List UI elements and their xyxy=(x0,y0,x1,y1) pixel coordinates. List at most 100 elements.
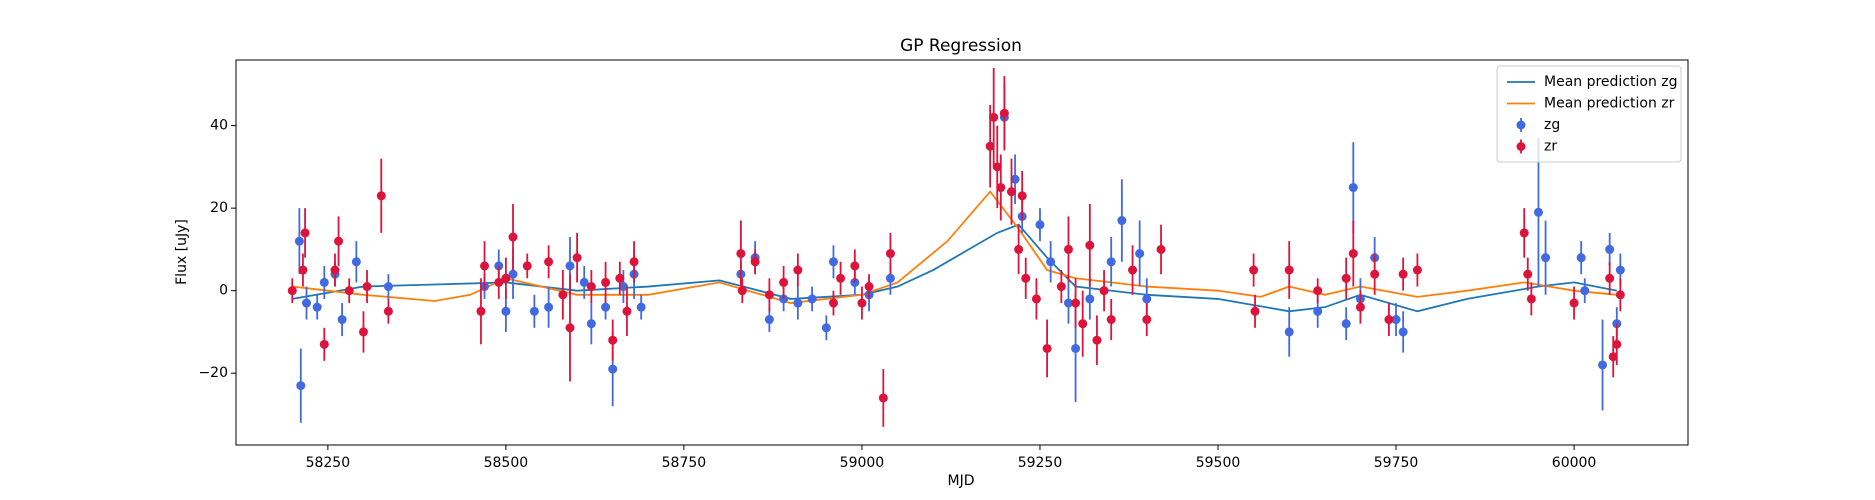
data-point xyxy=(1099,286,1109,296)
data-point xyxy=(476,306,486,316)
data-point xyxy=(1341,319,1351,329)
data-point xyxy=(779,277,789,287)
data-point xyxy=(1615,265,1625,275)
data-point xyxy=(1071,298,1081,308)
x-tick-label: 59000 xyxy=(840,455,885,471)
legend-box xyxy=(1496,65,1682,163)
data-point xyxy=(362,282,372,292)
data-point xyxy=(992,162,1002,172)
data-point xyxy=(1370,269,1380,279)
x-axis-label: MJD xyxy=(948,473,975,489)
prediction-line xyxy=(292,223,1617,313)
data-point xyxy=(1341,273,1351,283)
data-point xyxy=(1063,244,1073,254)
x-tick-label: 59250 xyxy=(1018,455,1063,471)
data-point xyxy=(850,261,860,271)
data-point xyxy=(586,319,596,329)
data-point xyxy=(376,191,386,201)
data-point xyxy=(544,257,554,267)
data-point xyxy=(383,306,393,316)
data-point xyxy=(828,298,838,308)
data-point xyxy=(572,253,582,263)
data-point xyxy=(1142,294,1152,304)
data-point xyxy=(1598,360,1608,370)
data-point xyxy=(1313,306,1323,316)
data-point xyxy=(1063,298,1073,308)
data-point xyxy=(1117,216,1127,226)
data-point xyxy=(828,257,838,267)
y-axis-label: Flux [uJy] xyxy=(174,219,190,285)
y-tick-label: 0 xyxy=(219,283,228,299)
data-point xyxy=(383,282,393,292)
data-point xyxy=(337,315,347,325)
data-point xyxy=(508,269,518,279)
data-point xyxy=(1526,294,1536,304)
x-tick-label: 59750 xyxy=(1374,455,1419,471)
legend-label: zg xyxy=(1544,117,1560,133)
data-point xyxy=(608,335,618,345)
data-point xyxy=(1035,220,1045,230)
data-point xyxy=(1017,191,1027,201)
data-point xyxy=(1533,207,1543,217)
data-point xyxy=(1078,319,1088,329)
legend-label: Mean prediction zr xyxy=(1544,96,1675,112)
data-point xyxy=(501,306,511,316)
x-tick-label: 60000 xyxy=(1552,455,1597,471)
data-point xyxy=(1031,294,1041,304)
data-point xyxy=(501,273,511,283)
data-point xyxy=(294,236,304,246)
data-point xyxy=(529,306,539,316)
data-point xyxy=(1348,183,1358,193)
data-point xyxy=(1313,286,1323,296)
data-point xyxy=(1615,290,1625,300)
data-point xyxy=(821,323,831,333)
data-point xyxy=(1523,269,1533,279)
data-point xyxy=(351,257,361,267)
data-point xyxy=(558,290,568,300)
data-point xyxy=(358,327,368,337)
x-tick-label: 58500 xyxy=(484,455,529,471)
data-point xyxy=(1391,315,1401,325)
data-point xyxy=(1569,298,1579,308)
y-tick-label: −20 xyxy=(198,365,228,381)
data-point xyxy=(1021,273,1031,283)
data-point xyxy=(836,273,846,283)
data-point xyxy=(1284,265,1294,275)
y-tick-label: 40 xyxy=(210,118,228,134)
data-point xyxy=(615,273,625,283)
data-point xyxy=(1605,273,1615,283)
legend-label: zr xyxy=(1544,139,1557,155)
data-point xyxy=(330,265,340,275)
data-point xyxy=(1612,339,1622,349)
data-point xyxy=(1156,244,1166,254)
data-point xyxy=(300,228,310,238)
data-point xyxy=(999,108,1009,118)
data-point xyxy=(1085,240,1095,250)
data-point xyxy=(1046,257,1056,267)
axes-frame xyxy=(235,59,1689,446)
data-point xyxy=(1071,343,1081,353)
plot-area xyxy=(287,67,1625,427)
data-point xyxy=(344,286,354,296)
data-point xyxy=(989,112,999,122)
data-point xyxy=(1085,294,1095,304)
data-point xyxy=(565,323,575,333)
data-point xyxy=(1605,244,1615,254)
data-point xyxy=(1398,269,1408,279)
data-point xyxy=(1014,244,1024,254)
data-point xyxy=(764,315,774,325)
data-point xyxy=(1106,257,1116,267)
data-point xyxy=(1006,187,1016,197)
data-point xyxy=(1576,253,1586,263)
data-point xyxy=(1412,265,1422,275)
data-point xyxy=(579,277,589,287)
x-tick-label: 58250 xyxy=(306,455,351,471)
data-point xyxy=(885,273,895,283)
data-point xyxy=(737,286,747,296)
data-point xyxy=(1398,327,1408,337)
data-point xyxy=(312,302,322,312)
data-point xyxy=(736,249,746,259)
y-tick-label: 20 xyxy=(210,200,228,216)
legend-swatch xyxy=(1516,120,1526,130)
data-point xyxy=(601,302,611,312)
